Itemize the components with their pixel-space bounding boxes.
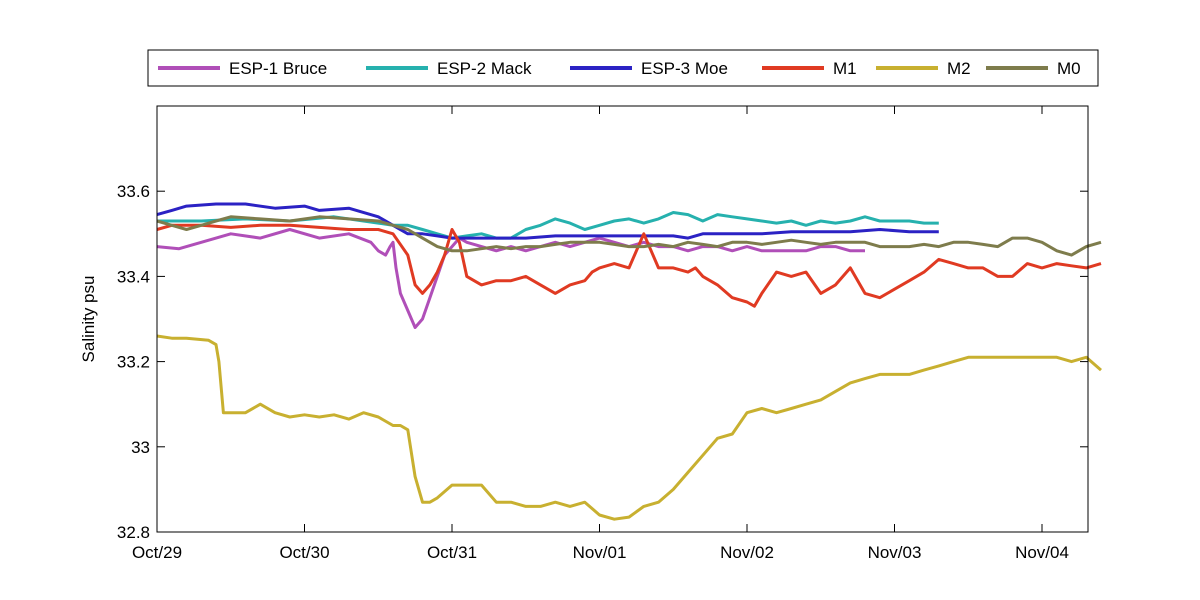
legend-label: M1 bbox=[833, 59, 857, 78]
series-line-esp-1-bruce bbox=[156, 228, 865, 329]
x-tick-label: Nov/03 bbox=[868, 543, 922, 562]
legend: ESP-1 Bruce ESP-2 Mack ESP-3 Moe M1 M2 M0 bbox=[147, 49, 1099, 87]
x-tick-label: Oct/29 bbox=[132, 543, 182, 562]
legend-label: ESP-3 Moe bbox=[641, 59, 728, 78]
y-axis-label: Salinity psu bbox=[79, 276, 98, 363]
y-tick-label: 33.6 bbox=[117, 182, 150, 201]
series-line-m2 bbox=[156, 334, 1102, 521]
plot-frame bbox=[156, 105, 1089, 533]
y-tick-label: 33.4 bbox=[117, 267, 150, 286]
legend-label: ESP-1 Bruce bbox=[229, 59, 327, 78]
legend-label: ESP-2 Mack bbox=[437, 59, 532, 78]
series-line-m1 bbox=[156, 223, 1102, 308]
legend-label: M0 bbox=[1057, 59, 1081, 78]
series-line-m0 bbox=[156, 215, 1102, 257]
y-tick-label: 33 bbox=[131, 438, 150, 457]
axis-ticks: Oct/29 Oct/30 Oct/31 Nov/01 Nov/02 Nov/03 Nov/… bbox=[117, 106, 1088, 562]
series-layer bbox=[156, 202, 1102, 521]
legend-label: M2 bbox=[947, 59, 971, 78]
x-tick-label: Oct/31 bbox=[427, 543, 477, 562]
x-tick-label: Nov/04 bbox=[1015, 543, 1069, 562]
y-tick-label: 33.2 bbox=[117, 353, 150, 372]
series-line-esp-2-mack bbox=[157, 211, 939, 240]
series-line-esp-3-moe bbox=[156, 202, 939, 240]
x-tick-label: Nov/02 bbox=[720, 543, 774, 562]
x-tick-label: Nov/01 bbox=[573, 543, 627, 562]
y-tick-label: 32.8 bbox=[117, 523, 150, 542]
x-tick-label: Oct/30 bbox=[279, 543, 329, 562]
